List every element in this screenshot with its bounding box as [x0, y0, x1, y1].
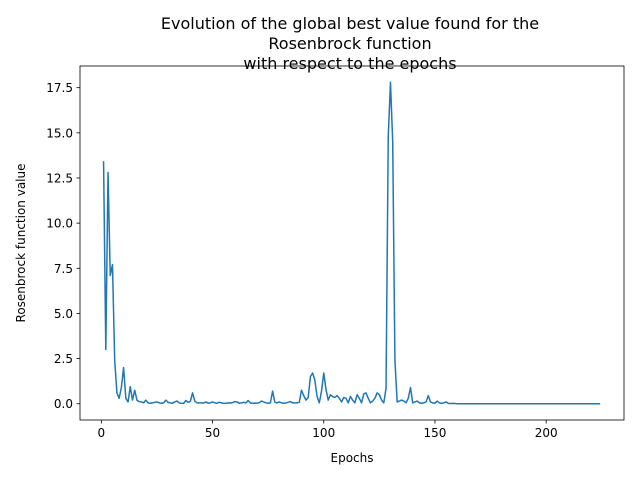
y-tick-label: 12.5: [46, 171, 73, 185]
y-tick-label: 2.5: [54, 352, 73, 366]
y-tick-label: 5.0: [54, 307, 73, 321]
chart-title-line: with respect to the epochs: [243, 54, 456, 73]
chart-title-line: Evolution of the global best value found…: [161, 14, 539, 33]
y-axis-label: Rosenbrock function value: [14, 164, 28, 323]
y-tick-label: 10.0: [46, 217, 73, 231]
y-tick-label: 17.5: [46, 81, 73, 95]
y-tick-label: 7.5: [54, 262, 73, 276]
x-tick-label: 0: [98, 426, 106, 440]
x-axis-ticks: 0 50 100 150 200: [98, 420, 558, 440]
x-tick-label: 50: [205, 426, 220, 440]
chart-title: Evolution of the global best value found…: [161, 14, 539, 73]
x-axis-label: Epochs: [331, 451, 374, 465]
y-tick-label: 0.0: [54, 397, 73, 411]
y-tick-label: 15.0: [46, 126, 73, 140]
x-tick-label: 150: [424, 426, 447, 440]
y-axis-ticks: 0.0 2.5 5.0 7.5 10.0 12.5 15.0 17.5: [46, 81, 80, 411]
plot-area-frame: [79, 65, 625, 421]
chart-title-line: Rosenbrock function: [268, 34, 431, 53]
x-tick-label: 200: [535, 426, 558, 440]
series-line: [102, 81, 601, 405]
x-tick-label: 100: [312, 426, 335, 440]
series-group: [102, 81, 601, 405]
